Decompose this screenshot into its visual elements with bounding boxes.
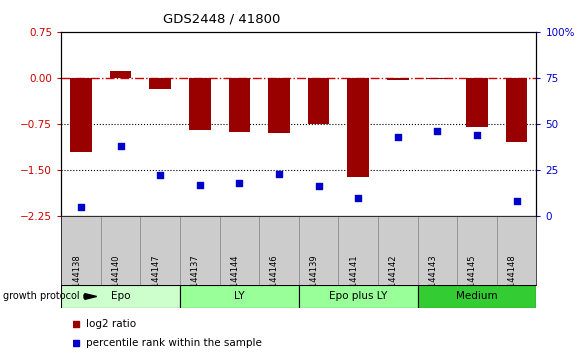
Bar — [189, 78, 210, 130]
Point — [76, 204, 86, 210]
Bar — [387, 78, 409, 80]
Point — [156, 173, 165, 178]
Bar — [70, 78, 92, 152]
Bar — [229, 78, 250, 132]
Bar — [268, 78, 290, 133]
Bar — [61, 285, 180, 308]
Bar — [299, 216, 338, 285]
Bar — [141, 216, 180, 285]
Bar — [299, 285, 417, 308]
Text: GSM144145: GSM144145 — [468, 254, 477, 305]
Text: GSM144137: GSM144137 — [191, 254, 200, 305]
Bar — [308, 78, 329, 124]
Bar — [101, 216, 141, 285]
Bar — [378, 216, 417, 285]
Text: Medium: Medium — [456, 291, 498, 302]
Bar — [338, 216, 378, 285]
Point — [512, 198, 521, 204]
Bar — [427, 78, 448, 79]
Point — [72, 341, 81, 346]
Point — [433, 129, 442, 134]
Bar — [497, 216, 536, 285]
Bar — [259, 216, 299, 285]
Point — [235, 180, 244, 185]
Bar — [180, 285, 299, 308]
Text: GSM144140: GSM144140 — [111, 254, 121, 305]
Bar — [220, 216, 259, 285]
Text: Epo: Epo — [111, 291, 131, 302]
Text: GSM144148: GSM144148 — [508, 254, 517, 305]
Point — [472, 132, 482, 138]
Text: GSM144144: GSM144144 — [230, 254, 240, 305]
Text: GSM144147: GSM144147 — [151, 254, 160, 305]
Point — [116, 143, 125, 149]
Text: percentile rank within the sample: percentile rank within the sample — [86, 338, 262, 348]
Point — [195, 182, 205, 188]
Bar — [466, 78, 488, 127]
Text: GSM144139: GSM144139 — [310, 254, 318, 305]
Bar — [347, 78, 369, 177]
Text: GSM144143: GSM144143 — [429, 254, 437, 305]
Text: LY: LY — [234, 291, 245, 302]
Point — [275, 171, 284, 176]
Point — [353, 195, 363, 200]
Point — [314, 184, 323, 189]
Bar — [505, 78, 528, 142]
Text: log2 ratio: log2 ratio — [86, 319, 136, 329]
Text: GSM144146: GSM144146 — [270, 254, 279, 305]
Bar — [180, 216, 220, 285]
Bar — [110, 70, 132, 78]
Text: growth protocol: growth protocol — [3, 291, 79, 302]
Point — [72, 321, 81, 327]
Text: GDS2448 / 41800: GDS2448 / 41800 — [163, 12, 280, 25]
Text: Epo plus LY: Epo plus LY — [329, 291, 387, 302]
Point — [393, 134, 402, 139]
FancyArrow shape — [84, 293, 97, 299]
Bar — [149, 78, 171, 89]
Bar — [61, 216, 101, 285]
Text: GSM144141: GSM144141 — [349, 254, 358, 305]
Text: GSM144138: GSM144138 — [72, 254, 81, 305]
Text: GSM144142: GSM144142 — [389, 254, 398, 305]
Bar — [417, 216, 457, 285]
Bar — [417, 285, 536, 308]
Bar — [457, 216, 497, 285]
